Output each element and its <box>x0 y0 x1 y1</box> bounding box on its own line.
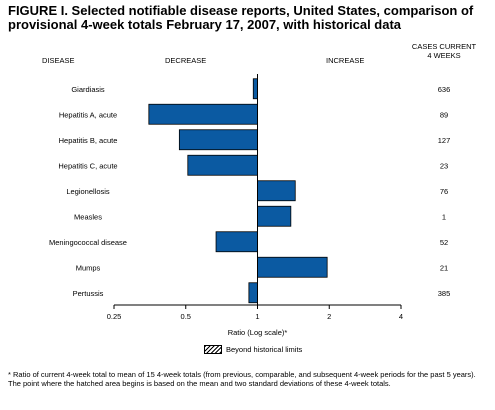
category-label: Measles <box>74 212 102 221</box>
x-tick-label: 0.25 <box>107 312 122 321</box>
bar <box>257 205 292 227</box>
legend-hatch-swatch <box>204 345 222 354</box>
bar <box>257 256 328 278</box>
cases-header-line2: 4 WEEKS <box>427 51 461 60</box>
cases-value: 23 <box>440 161 448 170</box>
cases-value: 76 <box>440 187 448 196</box>
category-label: Meningococcal disease <box>49 238 127 247</box>
bar <box>148 103 258 125</box>
figure-title: FIGURE I. Selected notifiable disease re… <box>8 3 474 32</box>
x-tick-label: 2 <box>327 312 331 321</box>
bar <box>178 129 258 151</box>
category-label: Giardiasis <box>71 85 105 94</box>
category-label: Hepatitis C, acute <box>58 161 117 170</box>
cases-value: 636 <box>438 85 451 94</box>
x-axis-label: Ratio (Log scale)* <box>228 328 288 337</box>
bar <box>248 282 258 304</box>
x-tick-label: 1 <box>255 312 259 321</box>
x-tick-label: 0.5 <box>181 312 191 321</box>
cases-header-line1: CASES CURRENT <box>411 42 477 51</box>
bar <box>187 154 258 176</box>
bar <box>252 78 258 100</box>
cases-value: 52 <box>440 238 448 247</box>
category-label: Hepatitis B, acute <box>59 136 118 145</box>
cases-value: 127 <box>438 136 451 145</box>
category-label: Mumps <box>76 263 101 272</box>
decrease-header: DECREASE <box>165 56 207 65</box>
footnote: * Ratio of current 4-week total to mean … <box>8 370 476 388</box>
bar <box>215 231 258 253</box>
cases-value: 385 <box>438 289 451 298</box>
cases-value: 89 <box>440 110 448 119</box>
increase-header: INCREASE <box>326 56 365 65</box>
legend-label: Beyond historical limits <box>226 345 303 354</box>
bar <box>257 180 296 202</box>
cases-value: 21 <box>440 263 448 272</box>
x-tick-label: 4 <box>399 312 403 321</box>
category-label: Hepatitis A, acute <box>59 110 117 119</box>
category-label: Legionellosis <box>66 187 110 196</box>
cases-column-header: CASES CURRENT 4 WEEKS <box>404 42 484 60</box>
disease-column-header: DISEASE <box>42 56 75 65</box>
legend: Beyond historical limits <box>204 345 302 354</box>
category-label: Pertussis <box>73 289 104 298</box>
cases-value: 1 <box>442 212 446 221</box>
